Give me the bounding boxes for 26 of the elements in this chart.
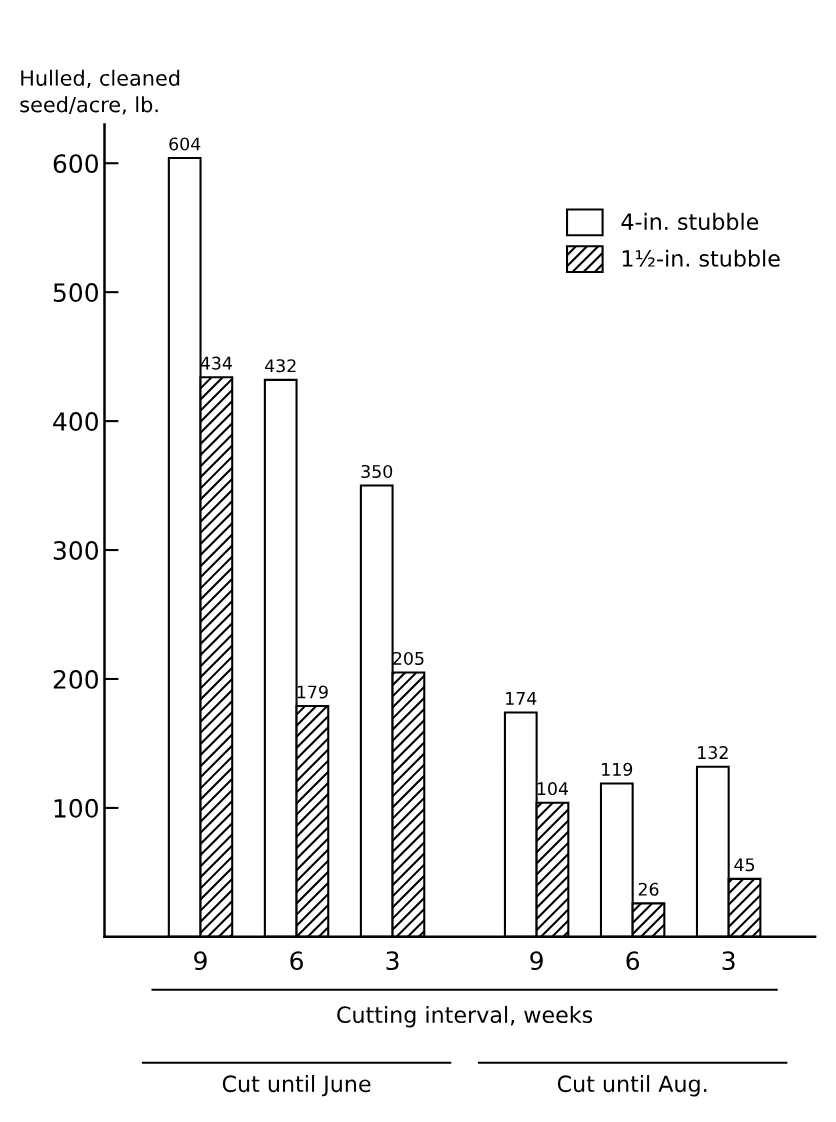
y-tick-label: 300 — [53, 540, 98, 560]
x-tick-label: 3 — [386, 951, 399, 971]
x-tick-label: 9 — [194, 951, 207, 971]
x-axis-title: Cutting interval, weeks — [337, 1005, 593, 1028]
data-label: 432 — [264, 359, 296, 373]
y-tick-label: 600 — [53, 154, 98, 174]
x-tick-label: 9 — [530, 951, 543, 971]
text: Cut until June — [222, 1074, 371, 1097]
data-label: 174 — [506, 692, 537, 705]
data-label: 26 — [638, 882, 659, 896]
data-label: 350 — [361, 464, 393, 479]
legend-label: 1½-in. stubble — [622, 249, 780, 267]
data-label: 119 — [602, 762, 633, 776]
y-tick-label: 500 — [53, 283, 98, 303]
y-tick-label: 200 — [53, 669, 98, 689]
data-label: 604 — [169, 137, 201, 151]
x-tick-label: 3 — [722, 951, 735, 971]
y-axis-title: Hulled, cleaned seed/acre, lb. — [20, 69, 180, 115]
x-tick-label: 6 — [290, 951, 303, 971]
x-tick-label: 6 — [626, 951, 640, 971]
y-tick-label: 400 — [53, 412, 98, 431]
legend-label: 4-in. stubble — [621, 212, 759, 231]
y-tick-label: 100 — [54, 798, 98, 818]
data-label: 45 — [734, 858, 755, 872]
data-label: 132 — [698, 746, 728, 760]
text: Cut until Aug. — [557, 1074, 707, 1097]
